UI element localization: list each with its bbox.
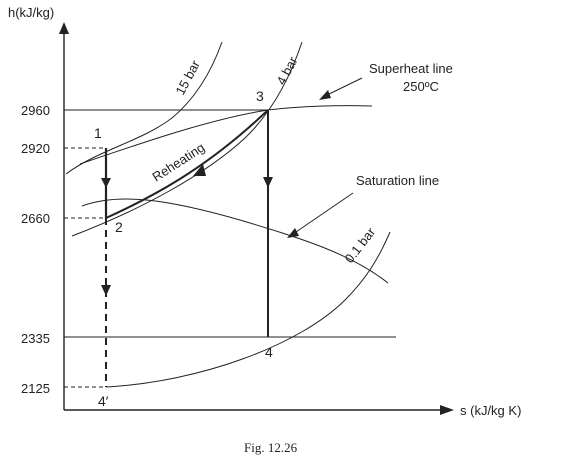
arrow-3-4 — [263, 177, 273, 188]
point-2: 2 — [115, 219, 123, 235]
figure-caption: Fig. 12.26 — [244, 440, 298, 455]
point-4: 4 — [265, 344, 273, 360]
label-4-bar: 4 bar — [273, 54, 300, 88]
y-tick-2125: 2125 — [21, 381, 50, 396]
y-tick-2960: 2960 — [21, 103, 50, 118]
label-0-1-bar: 0.1 bar — [342, 224, 379, 266]
superheat-leader — [324, 77, 363, 97]
label-15-bar: 15 bar — [172, 57, 203, 97]
curve-15-bar — [65, 41, 223, 175]
y-tick-2920: 2920 — [21, 141, 50, 156]
arrow-2-4prime — [101, 285, 111, 296]
y-axis-arrow — [59, 22, 69, 34]
x-axis-arrow — [440, 405, 454, 415]
label-superheat-line: Superheat line — [369, 61, 453, 76]
saturation-leader-arrow — [287, 228, 299, 238]
arrow-reheating — [193, 164, 206, 176]
curve-0-1-bar — [105, 231, 391, 388]
label-saturation-line: Saturation line — [356, 173, 439, 188]
point-1: 1 — [94, 125, 102, 141]
point-3: 3 — [256, 88, 264, 104]
saturation-line — [81, 198, 389, 284]
process-2-3-reheating — [105, 109, 269, 219]
label-reheating: Reheating — [149, 140, 207, 185]
curve-4-bar — [71, 41, 303, 237]
label-superheat-temp: 250ºC — [403, 79, 439, 94]
y-tick-2660: 2660 — [21, 211, 50, 226]
superheat-line — [79, 105, 373, 165]
superheat-leader-arrow — [319, 90, 331, 100]
saturation-leader — [292, 192, 354, 235]
arrow-1-2 — [101, 178, 111, 188]
x-axis-label: s (kJ/kg K) — [460, 403, 521, 418]
point-4prime: 4′ — [98, 393, 109, 409]
y-axis-label: h(kJ/kg) — [8, 5, 54, 20]
y-tick-2335: 2335 — [21, 331, 50, 346]
